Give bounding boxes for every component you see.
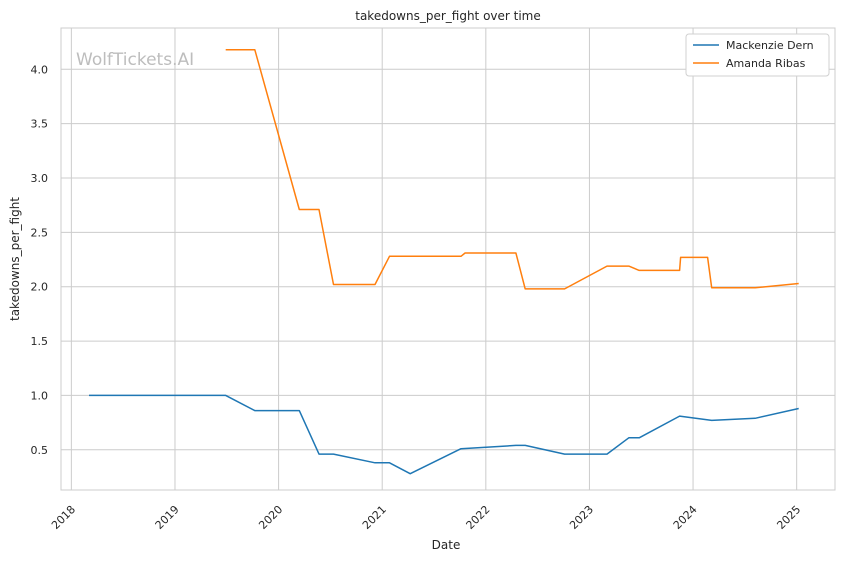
legend-label: Mackenzie Dern <box>726 39 814 52</box>
x-tick-label: 2018 <box>49 503 78 532</box>
watermark: WolfTickets.AI <box>76 50 194 70</box>
y-tick-label: 0.5 <box>31 444 49 457</box>
y-tick-label: 2.0 <box>31 281 49 294</box>
ticks: 2018 2019 2020 2021 2022 2023 2024 2025 0.5 1.0 1.… <box>31 63 804 532</box>
y-tick-label: 2.5 <box>31 226 49 239</box>
y-tick-label: 1.5 <box>31 335 49 348</box>
plot-frame <box>60 27 836 491</box>
y-tick-label: 1.0 <box>31 389 49 402</box>
y-tick-label: 4.0 <box>31 63 49 76</box>
x-tick-label: 2024 <box>671 503 700 532</box>
chart-title: takedowns_per_fight over time <box>355 9 541 23</box>
x-tick-label: 2021 <box>360 503 389 532</box>
x-axis-label: Date <box>432 538 461 552</box>
x-tick-label: 2022 <box>464 503 493 532</box>
legend: Mackenzie Dern Amanda Ribas <box>685 33 830 77</box>
y-tick-label: 3.5 <box>31 118 49 131</box>
grid <box>61 28 835 490</box>
series-line-amanda-ribas <box>225 48 799 290</box>
x-tick-label: 2019 <box>153 503 182 532</box>
x-tick-label: 2020 <box>256 503 285 532</box>
y-axis-label: takedowns_per_fight <box>8 197 22 321</box>
y-tick-label: 3.0 <box>31 172 49 185</box>
legend-box <box>685 33 830 77</box>
series-line-mackenzie-dern <box>89 394 799 475</box>
series-layer <box>89 48 799 475</box>
x-tick-label: 2025 <box>774 503 803 532</box>
plot-area <box>61 28 835 490</box>
legend-label: Amanda Ribas <box>726 57 806 70</box>
x-tick-label: 2023 <box>567 503 596 532</box>
